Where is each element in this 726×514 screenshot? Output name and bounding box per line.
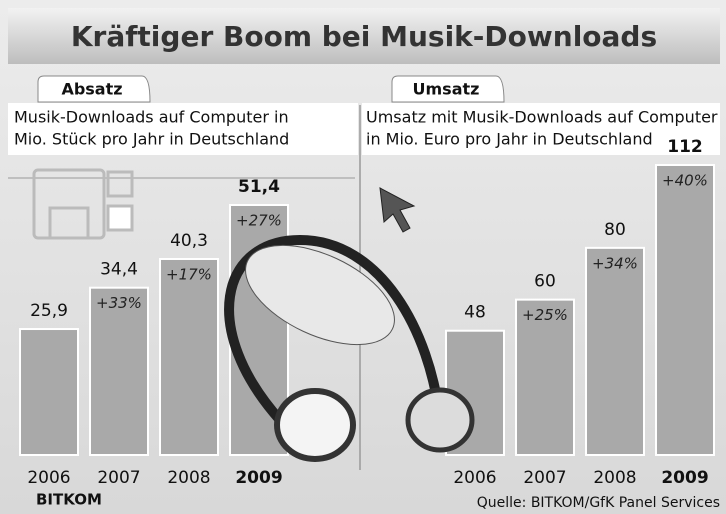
value-label: 40,3 bbox=[170, 231, 208, 251]
value-label: 48 bbox=[464, 303, 486, 323]
value-label: 80 bbox=[604, 220, 626, 240]
value-label: 25,9 bbox=[30, 301, 68, 321]
floppy-icon bbox=[32, 168, 134, 240]
logo: BITKOM bbox=[36, 491, 102, 509]
x-tick-label: 2006 bbox=[27, 468, 70, 488]
growth-label: +27% bbox=[236, 212, 282, 230]
source: Quelle: BITKOM/GfK Panel Services bbox=[477, 495, 720, 511]
x-tick-label: 2007 bbox=[523, 468, 566, 488]
bar bbox=[159, 257, 219, 456]
value-label: 34,4 bbox=[100, 260, 138, 280]
tab bbox=[391, 75, 505, 103]
x-tick-label: 2006 bbox=[453, 468, 496, 488]
subtitle: Musik-Downloads auf Computer in bbox=[14, 108, 289, 127]
x-tick-label: 2009 bbox=[235, 468, 282, 488]
tab bbox=[37, 75, 151, 103]
headphones bbox=[224, 234, 475, 462]
title-band bbox=[8, 8, 720, 64]
growth-label: +40% bbox=[662, 172, 708, 190]
growth-label: +17% bbox=[166, 265, 212, 283]
subtitle: Mio. Stück pro Jahr in Deutschland bbox=[14, 130, 289, 149]
growth-label: +25% bbox=[522, 306, 568, 324]
title: Kräftiger Boom bei Musik-Downloads bbox=[71, 20, 657, 53]
subtitle: Umsatz mit Musik-Downloads auf Computer bbox=[366, 108, 718, 127]
x-tick-label: 2008 bbox=[593, 468, 636, 488]
tab-label: Absatz bbox=[61, 80, 122, 99]
cursor-icon bbox=[379, 187, 416, 233]
value-label: 51,4 bbox=[238, 177, 280, 197]
subtitle-box bbox=[8, 103, 358, 155]
bar bbox=[585, 246, 645, 456]
growth-label: +34% bbox=[592, 254, 638, 272]
bar bbox=[19, 328, 79, 457]
bar bbox=[89, 286, 149, 456]
x-tick-label: 2008 bbox=[167, 468, 210, 488]
bar bbox=[655, 164, 715, 456]
tab-label: Umsatz bbox=[413, 80, 480, 99]
subtitle: in Mio. Euro pro Jahr in Deutschland bbox=[366, 130, 653, 149]
value-label: 112 bbox=[667, 137, 703, 157]
bar bbox=[515, 298, 575, 456]
subtitle-box bbox=[362, 103, 720, 155]
x-tick-label: 2007 bbox=[97, 468, 140, 488]
value-label: 60 bbox=[534, 272, 556, 292]
growth-label: +33% bbox=[96, 294, 142, 312]
x-tick-label: 2009 bbox=[661, 468, 708, 488]
